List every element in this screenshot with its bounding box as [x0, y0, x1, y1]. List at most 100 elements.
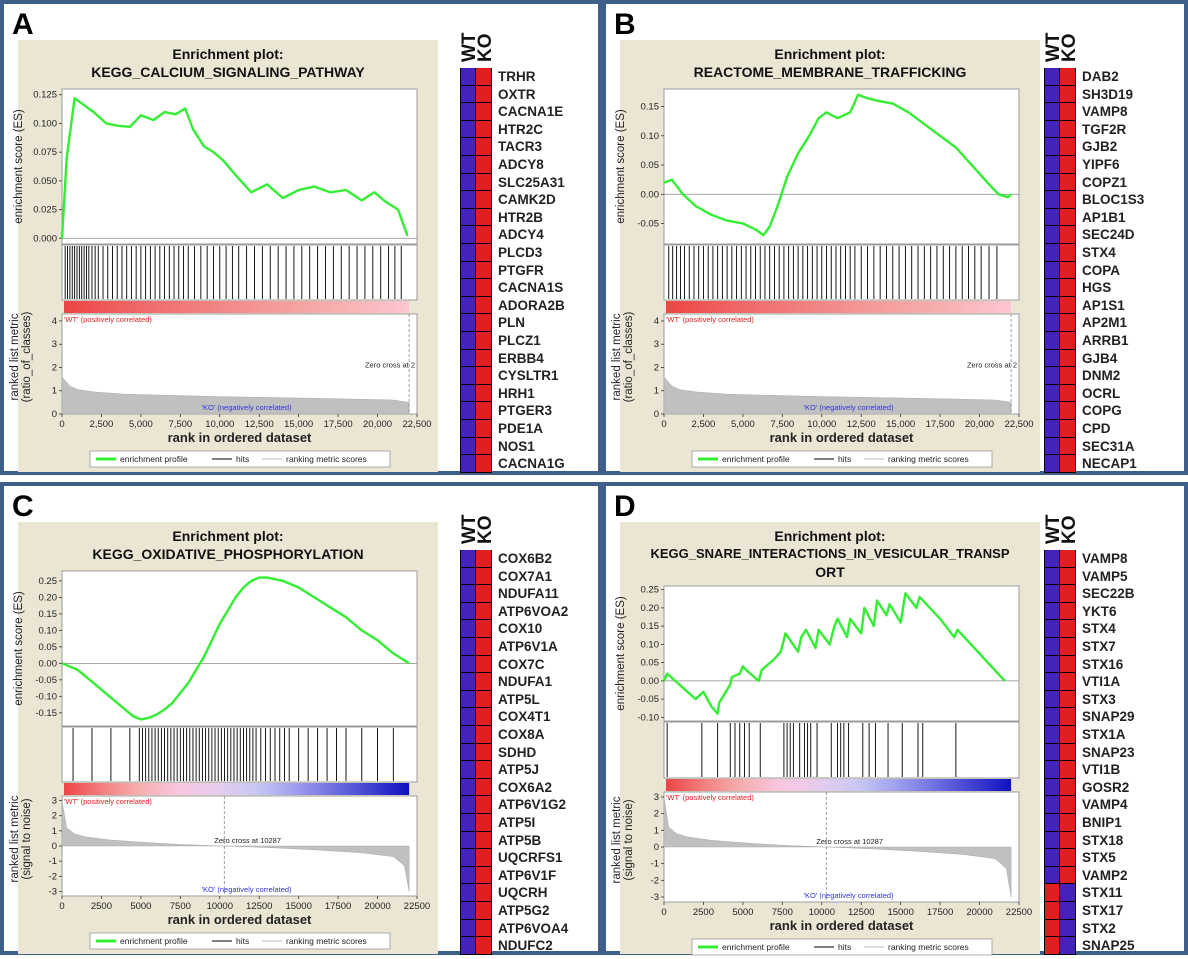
legend-hits-label: hits [236, 454, 249, 464]
heatmap-cell-ko [1060, 437, 1076, 456]
es-tick-label: 0.05 [641, 658, 660, 669]
x-tick-label: 15000 [887, 907, 913, 918]
heatmap-cell-wt [1044, 778, 1060, 797]
es-plot-frame [663, 585, 1020, 722]
wt-correlated-label: 'WT' (positively correlated) [666, 793, 754, 802]
gene-label: TGF2R [1082, 121, 1127, 137]
gene-label: VAMP2 [1082, 867, 1128, 883]
heatmap-header-ko: KO [475, 515, 496, 545]
heatmap-cell-wt [1044, 761, 1060, 779]
panel-letter: A [12, 8, 34, 41]
legend-ranking-label: ranking metric scores [888, 454, 969, 464]
heatmap-cell-ko [476, 866, 492, 885]
gene-label: UQCRH [498, 885, 548, 901]
zero-cross-label: Zero cross at 10287 [816, 837, 883, 846]
heatmap-cell-wt [460, 937, 476, 955]
wt-correlated-label: 'WT' (positively correlated) [64, 315, 152, 324]
heatmap-cell-ko [1060, 226, 1076, 244]
heatmap-cell-wt [1044, 455, 1060, 473]
gene-label: STX18 [1082, 832, 1124, 848]
gene-label: VAMP8 [1082, 104, 1128, 120]
gene-label: HTR2B [498, 209, 544, 225]
x-tick-label: 7500 [772, 907, 793, 918]
legend-ranking-label: ranking metric scores [286, 936, 367, 946]
panel-d: D Enrichment plot: KEGG_SNARE_INTERACTIONS… [602, 482, 1188, 956]
heatmap-cell-wt [1044, 919, 1060, 938]
heatmap-cell-wt [1044, 120, 1060, 139]
gene-label: CACNA1E [498, 104, 564, 120]
gene-label: VAMP5 [1082, 568, 1128, 584]
es-tick-label: 0.10 [39, 625, 58, 636]
gene-label: VAMP8 [1082, 551, 1128, 566]
heatmap-cell-ko [476, 120, 492, 139]
gene-label: COX6B2 [498, 551, 553, 566]
heatmap-cell-ko [1060, 902, 1076, 920]
es-tick-label: -0.10 [637, 712, 659, 723]
heatmap-cell-wt [1044, 173, 1060, 192]
rank-axis-sublabel: (signal to noise) [21, 798, 33, 879]
heatmap-cell-wt [1044, 884, 1060, 902]
heatmap-cell-wt [1044, 726, 1060, 744]
zero-cross-label: Zero cross at 2 [967, 360, 1017, 369]
heatmap-cell-wt [460, 103, 476, 121]
x-tick-label: 15,000 [886, 419, 915, 430]
heatmap-cell-wt [460, 402, 476, 420]
heatmap-cell-wt [1044, 367, 1060, 385]
heatmap-cell-ko [1060, 550, 1076, 568]
x-tick-label: 7,500 [168, 419, 192, 430]
gene-label: CACNA1S [498, 280, 564, 296]
heatmap-cell-ko [1060, 455, 1076, 473]
gene-label: PLN [498, 315, 525, 331]
rank-axis-sublabel: (ratio_of_classes) [21, 311, 33, 402]
heatmap-cell-wt [1044, 138, 1060, 156]
heatmap-cell-ko [1060, 761, 1076, 779]
heatmap-cell-wt [460, 208, 476, 227]
heatmap-header-ko: KO [1059, 33, 1080, 63]
enrichment-profile-line [60, 97, 409, 239]
x-tick-label: 2500 [693, 907, 714, 918]
heatmap-cell-ko [476, 690, 492, 709]
gene-label: YKT6 [1082, 603, 1117, 619]
rank-tick-label: 2 [654, 362, 659, 373]
gene-label: CACNA1G [498, 456, 565, 472]
heatmap-cell-wt [1044, 620, 1060, 638]
plot-title-line1: Enrichment plot: [774, 528, 886, 544]
heatmap-cell-wt [460, 455, 476, 473]
heatmap-cell-ko [476, 349, 492, 368]
gene-label: STX7 [1082, 639, 1116, 654]
panel-a: A Enrichment plot: KEGG_CALCIUM_SIGNALING_… [0, 0, 602, 475]
gene-label: COX7A1 [498, 568, 553, 584]
rank-tick-label: 4 [654, 316, 659, 327]
gene-label: NOS1 [498, 438, 535, 454]
wt-correlated-label: 'WT' (positively correlated) [666, 315, 754, 324]
plot-title-line2: KEGG_CALCIUM_SIGNALING_PATHWAY [91, 64, 365, 80]
heatmap-cell-ko [476, 103, 492, 121]
heatmap-cell-wt [460, 796, 476, 814]
heatmap-cell-ko [1060, 673, 1076, 691]
es-plot-frame [61, 88, 418, 245]
heatmap-cell-wt [460, 384, 476, 403]
heatmap-cell-ko [1060, 919, 1076, 938]
heatmap-cell-ko [476, 226, 492, 244]
rank-axis-sublabel: (ratio_of_classes) [623, 311, 635, 402]
heatmap-cell-ko [1060, 120, 1076, 139]
ko-correlated-label: 'KO' (negatively correlated) [804, 891, 894, 900]
heatmap-cell-ko [1060, 279, 1076, 297]
heatmap-cell-wt [460, 244, 476, 262]
heatmap-cell-wt [460, 726, 476, 744]
rank-axis-label: ranked list metric [9, 313, 21, 400]
rank-tick-label: 1 [654, 386, 659, 397]
heatmap-cell-ko [1060, 384, 1076, 403]
heatmap-cell-wt [1044, 743, 1060, 762]
x-tick-label: 20000 [966, 907, 992, 918]
rank-tick-label: 1 [52, 826, 57, 837]
gsea-plot: -0.15 -0.10 -0.05 0.00 0.05 0.10 0.15 0.20 0.25 -… [9, 570, 430, 950]
rank-gradient-bar [666, 779, 1012, 791]
gene-label: AP2M1 [1082, 315, 1128, 331]
heatmap-cell-wt [1044, 208, 1060, 227]
gene-label: HTR2C [498, 121, 544, 137]
rank-axis-label: ranked list metric [9, 795, 21, 882]
heatmap-cell-wt [460, 332, 476, 350]
gene-label: CAMK2D [498, 192, 556, 208]
gene-label: ATP6VOA2 [498, 603, 569, 619]
